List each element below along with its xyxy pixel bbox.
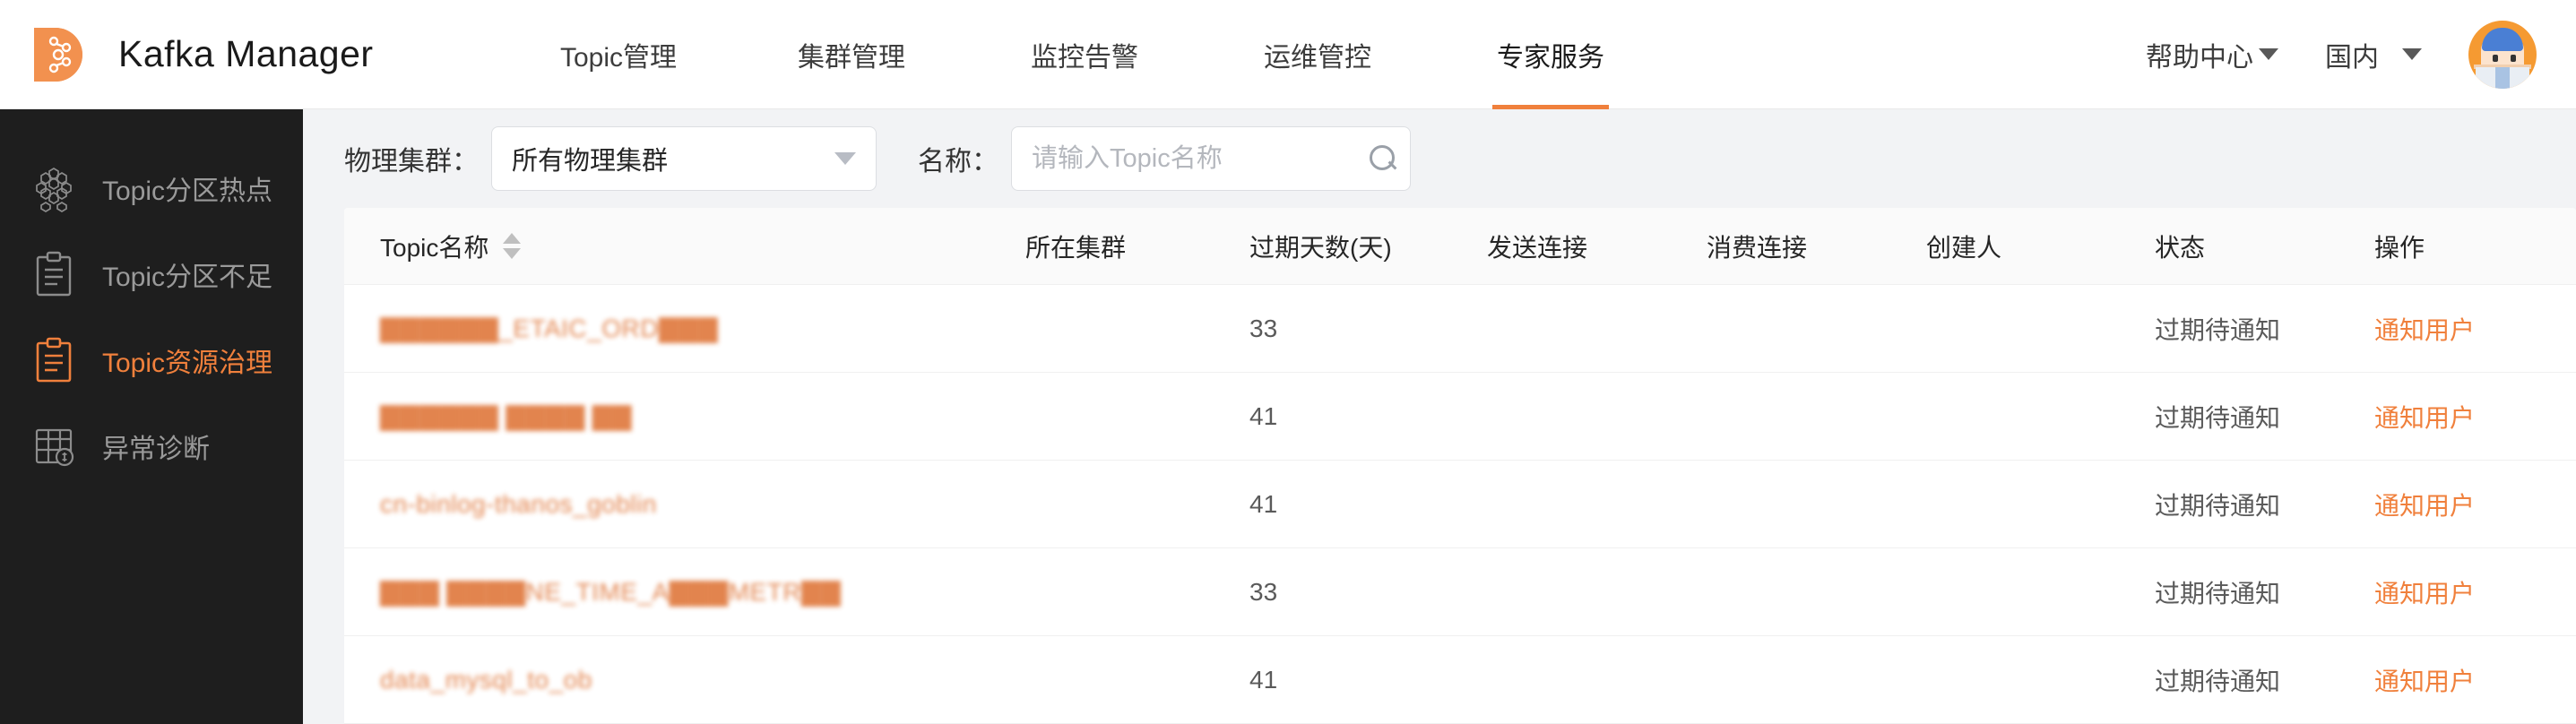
table-row[interactable]: data_mysql_to_ob 41 过期待通知 通知用户 bbox=[344, 636, 2576, 724]
table-row[interactable]: ▇▇▇▇▇▇_ETAIC_ORD▇▇▇ 33 过期待通知 通知用户 bbox=[344, 285, 2576, 373]
cell-topic-name[interactable]: ▇▇▇▇▇▇_ETAIC_ORD▇▇▇ bbox=[344, 314, 1025, 343]
table-row[interactable]: ▇▇▇ ▇▇▇▇NE_TIME_A▇▇▇METR▇▇ 33 过期待通知 通知用户 bbox=[344, 548, 2576, 636]
topnav-item-expert-service[interactable]: 专家服务 bbox=[1434, 0, 1667, 109]
topic-table: Topic名称 所在集群 过期天数(天) 发送连接 消费连接 创建人 状态 操作… bbox=[344, 208, 2576, 724]
sidebar: Topic分区热点 Topic分区不足 bbox=[0, 109, 303, 724]
column-header-status: 状态 bbox=[2155, 233, 2206, 262]
sidebar-item-label: Topic资源治理 bbox=[102, 349, 273, 378]
sidebar-item-topic-partition-insufficient[interactable]: Topic分区不足 bbox=[0, 231, 303, 317]
column-header-label: Topic名称 bbox=[380, 233, 489, 262]
cell-action: 通知用户 bbox=[2374, 311, 2576, 347]
app-header: Kafka Manager Topic管理 集群管理 监控告警 运维管控 专家服… bbox=[0, 0, 2576, 109]
sidebar-item-label: Topic分区热点 bbox=[102, 177, 273, 206]
topnav-item-cluster-management[interactable]: 集群管理 bbox=[798, 42, 905, 73]
main-content: 物理集群： 所有物理集群 名称： Topic名称 所在集群 bbox=[303, 109, 2576, 724]
sort-arrows-icon[interactable] bbox=[503, 233, 522, 259]
column-header-cluster: 所在集群 bbox=[1025, 233, 1127, 262]
top-navigation: Topic管理 集群管理 监控告警 运维管控 专家服务 bbox=[502, 0, 1667, 109]
topic-name-value: ▇▇▇▇▇▇_ETAIC_ORD▇▇▇ bbox=[380, 315, 719, 342]
avatar[interactable] bbox=[2468, 20, 2537, 89]
cell-action: 通知用户 bbox=[2374, 574, 2576, 610]
avatar-eye-right bbox=[2511, 54, 2516, 62]
topic-name-value: cn-binlog-thanos_goblin bbox=[380, 489, 657, 518]
column-header-topic-name[interactable]: Topic名称 bbox=[344, 228, 1025, 264]
cell-expire-days: 41 bbox=[1249, 665, 1278, 694]
column-header-consume-connections: 消费连接 bbox=[1707, 233, 1808, 262]
column-header-expire-days: 过期天数(天) bbox=[1249, 233, 1392, 262]
region-label: 国内 bbox=[2325, 42, 2379, 73]
topic-name-value: ▇▇▇▇▇▇ ▇▇▇▇ ▇▇ bbox=[380, 402, 632, 430]
clipboard-icon bbox=[29, 249, 79, 299]
cluster-filter-label: 物理集群： bbox=[344, 147, 479, 177]
table-header-row: Topic名称 所在集群 过期天数(天) 发送连接 消费连接 创建人 状态 操作 bbox=[344, 208, 2576, 285]
cell-expire-days: 41 bbox=[1249, 489, 1278, 518]
topnav-item-monitoring-alerts[interactable]: 监控告警 bbox=[1031, 42, 1138, 73]
chevron-down-icon bbox=[2259, 48, 2278, 60]
column-header-creator: 创建人 bbox=[1926, 233, 2002, 262]
notify-user-link[interactable]: 通知用户 bbox=[2374, 315, 2476, 344]
table-row[interactable]: ▇▇▇▇▇▇ ▇▇▇▇ ▇▇ 41 过期待通知 通知用户 bbox=[344, 373, 2576, 461]
notify-user-link[interactable]: 通知用户 bbox=[2374, 667, 2476, 695]
cell-status: 过期待通知 bbox=[2155, 491, 2281, 520]
region-selector[interactable]: 国内 bbox=[2325, 35, 2422, 74]
kafka-logo-icon bbox=[27, 22, 91, 87]
sidebar-item-exception-diagnosis[interactable]: 异常诊断 bbox=[0, 403, 303, 489]
cell-action: 通知用户 bbox=[2374, 487, 2576, 522]
app-title: Kafka Manager bbox=[118, 33, 374, 74]
column-header-send-connections: 发送连接 bbox=[1487, 233, 1588, 262]
cell-status: 过期待通知 bbox=[2155, 403, 2281, 432]
page-body: Topic分区热点 Topic分区不足 bbox=[0, 109, 2576, 724]
cell-topic-name[interactable]: cn-binlog-thanos_goblin bbox=[344, 490, 1025, 519]
notify-user-link[interactable]: 通知用户 bbox=[2374, 403, 2476, 432]
help-center-menu[interactable]: 帮助中心 bbox=[2146, 35, 2278, 74]
cell-action: 通知用户 bbox=[2374, 662, 2576, 698]
topic-name-value: data_mysql_to_ob bbox=[380, 665, 592, 694]
honeycomb-icon bbox=[29, 163, 79, 213]
notify-user-link[interactable]: 通知用户 bbox=[2374, 579, 2476, 608]
sidebar-item-label: Topic分区不足 bbox=[102, 263, 273, 292]
help-center-label: 帮助中心 bbox=[2146, 42, 2253, 73]
search-icon[interactable] bbox=[1370, 145, 1396, 172]
cluster-select-value: 所有物理集群 bbox=[512, 147, 669, 176]
brand[interactable]: Kafka Manager bbox=[0, 22, 502, 87]
sidebar-item-label: 异常诊断 bbox=[102, 435, 210, 464]
topnav-item-topic-management[interactable]: Topic管理 bbox=[559, 42, 678, 73]
cell-action: 通知用户 bbox=[2374, 399, 2576, 435]
chevron-down-icon bbox=[2402, 48, 2422, 60]
topic-search-box[interactable] bbox=[1011, 126, 1411, 191]
search-input[interactable] bbox=[1032, 143, 1370, 174]
avatar-cap bbox=[2482, 27, 2523, 51]
avatar-collar bbox=[2495, 66, 2510, 89]
topnav-item-operations-control[interactable]: 运维管控 bbox=[1264, 42, 1371, 73]
column-header-action: 操作 bbox=[2374, 233, 2425, 262]
cell-expire-days: 41 bbox=[1249, 401, 1278, 430]
topic-name-value: ▇▇▇ ▇▇▇▇NE_TIME_A▇▇▇METR▇▇ bbox=[380, 578, 842, 606]
filter-bar: 物理集群： 所有物理集群 名称： bbox=[303, 109, 2576, 208]
avatar-shoulder bbox=[2474, 64, 2531, 69]
header-right-actions: 帮助中心 国内 bbox=[2146, 20, 2576, 89]
cell-status: 过期待通知 bbox=[2155, 315, 2281, 344]
sidebar-item-topic-partition-hotspot[interactable]: Topic分区热点 bbox=[0, 145, 303, 231]
name-filter-label: 名称： bbox=[918, 147, 998, 177]
sidebar-item-topic-resource-governance[interactable]: Topic资源治理 bbox=[0, 317, 303, 403]
cell-expire-days: 33 bbox=[1249, 314, 1278, 342]
table-cost-icon bbox=[29, 421, 79, 471]
cell-topic-name[interactable]: data_mysql_to_ob bbox=[344, 666, 1025, 694]
avatar-eye-left bbox=[2493, 54, 2498, 62]
cell-expire-days: 33 bbox=[1249, 577, 1278, 606]
clipboard-icon bbox=[29, 335, 79, 385]
cell-topic-name[interactable]: ▇▇▇▇▇▇ ▇▇▇▇ ▇▇ bbox=[344, 401, 1025, 431]
cell-topic-name[interactable]: ▇▇▇ ▇▇▇▇NE_TIME_A▇▇▇METR▇▇ bbox=[344, 577, 1025, 607]
chevron-down-icon bbox=[834, 152, 856, 165]
cell-status: 过期待通知 bbox=[2155, 667, 2281, 695]
cell-status: 过期待通知 bbox=[2155, 579, 2281, 608]
notify-user-link[interactable]: 通知用户 bbox=[2374, 491, 2476, 520]
cluster-select[interactable]: 所有物理集群 bbox=[491, 126, 877, 191]
table-row[interactable]: cn-binlog-thanos_goblin 41 过期待通知 通知用户 bbox=[344, 461, 2576, 548]
